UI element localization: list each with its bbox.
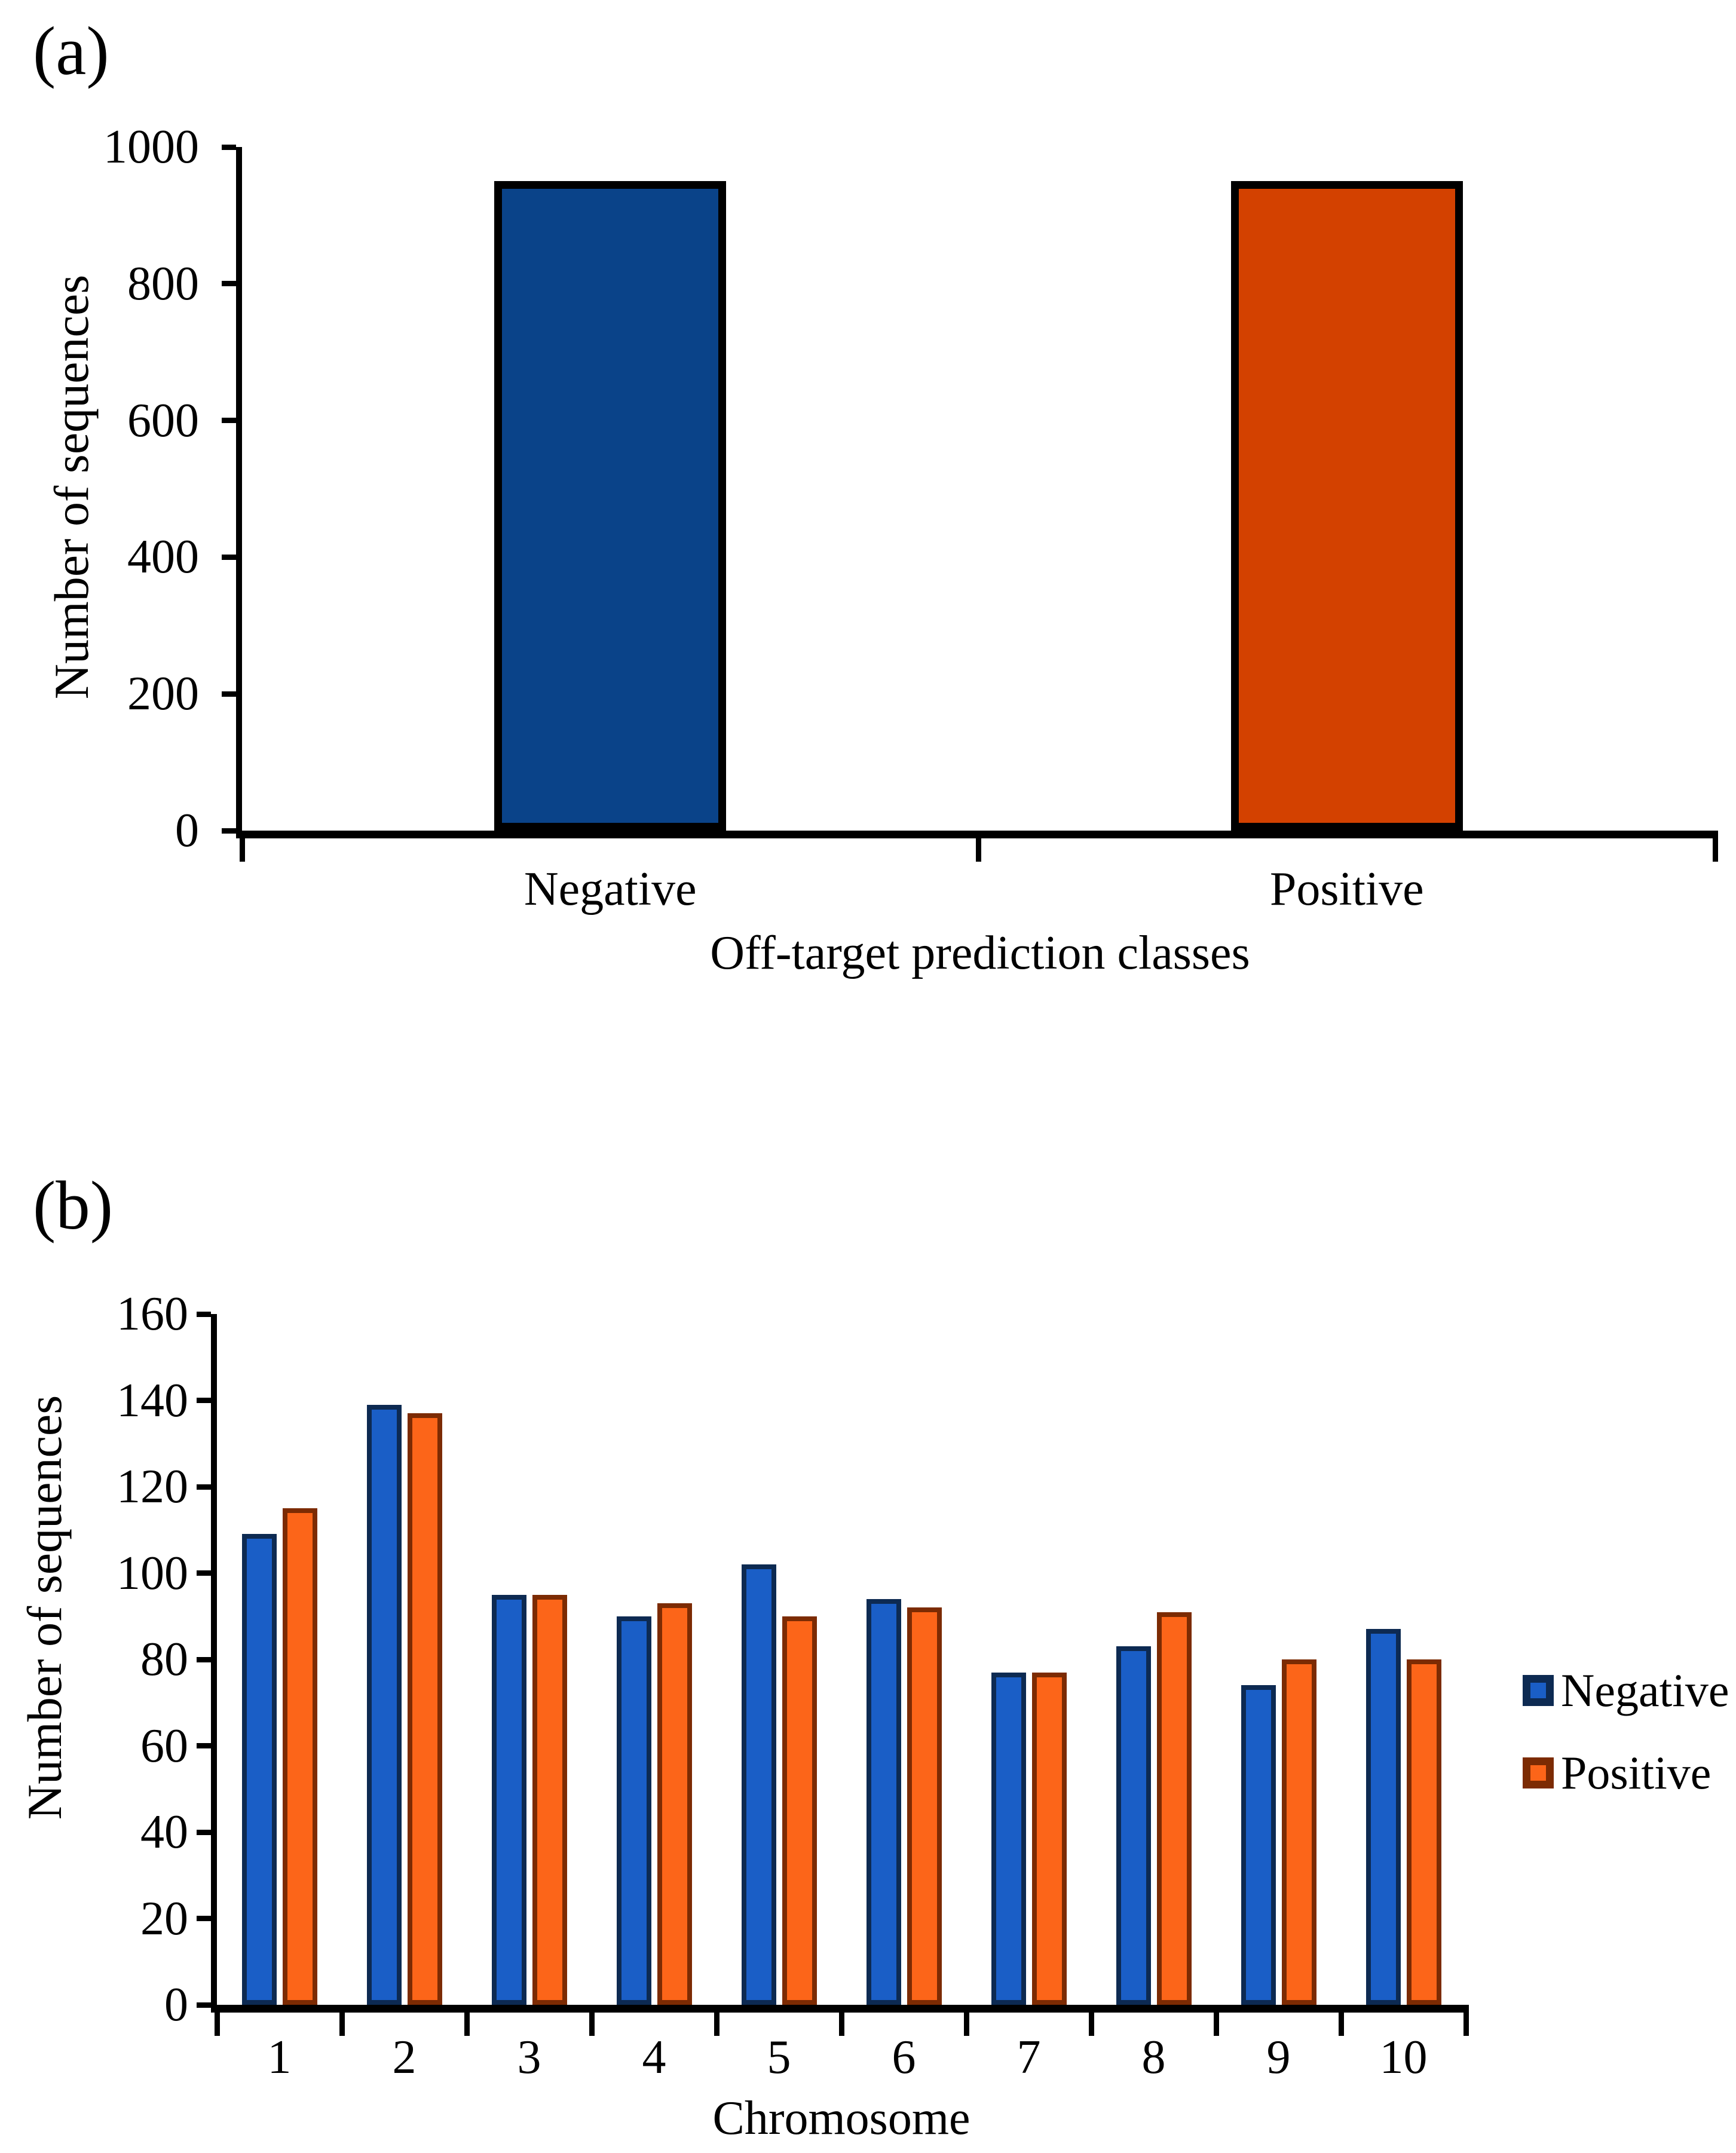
x-category-label-3: 3 bbox=[517, 2031, 541, 2084]
x-axis-boundary-tick-8 bbox=[1213, 2005, 1219, 2036]
x-axis-boundary-tick-0 bbox=[239, 831, 245, 862]
x-axis-boundary-tick-5 bbox=[838, 2005, 844, 2036]
x-category-label-1: 1 bbox=[267, 2031, 292, 2084]
y-axis-tick-600 bbox=[222, 418, 236, 424]
bar-cat-negative bbox=[494, 181, 727, 831]
y-axis-tick-label-100: 100 bbox=[117, 1546, 188, 1600]
x-category-label-positive: Positive bbox=[1269, 863, 1424, 915]
y-axis-tick-label-60: 60 bbox=[140, 1719, 188, 1772]
y-axis-tick-label-20: 20 bbox=[140, 1892, 188, 1945]
y-axis-tick-140 bbox=[197, 1398, 211, 1403]
y-axis-tick-label-400: 400 bbox=[127, 531, 199, 584]
bar-positive-cat-9 bbox=[1281, 1659, 1316, 2005]
bar-positive-cat-1 bbox=[282, 1508, 317, 2005]
panel-b-y-axis-title: Number of sequences bbox=[17, 1395, 72, 1820]
y-axis-tick-label-140: 140 bbox=[117, 1374, 188, 1427]
x-category-label-8: 8 bbox=[1141, 2031, 1166, 2084]
y-axis-tick-label-600: 600 bbox=[127, 394, 199, 447]
y-axis-tick-label-1000: 1000 bbox=[103, 121, 199, 173]
legend-item-negative: Negative bbox=[1523, 1667, 1729, 1714]
x-category-label-7: 7 bbox=[1017, 2031, 1041, 2084]
panel-a-plot-area: 0 200 400 600 800 1000 Negative Positive bbox=[103, 123, 1718, 913]
x-category-label-negative: Negative bbox=[523, 863, 697, 915]
x-category-label-9: 9 bbox=[1266, 2031, 1291, 2084]
legend-swatch-positive bbox=[1523, 1757, 1554, 1788]
y-axis-tick-label-0: 0 bbox=[175, 804, 199, 857]
x-axis-boundary-tick-1 bbox=[976, 831, 981, 862]
bar-negative-cat-6 bbox=[866, 1598, 901, 2005]
panel-a-label: (a) bbox=[33, 13, 109, 89]
x-axis-boundary-tick-3 bbox=[589, 2005, 595, 2036]
legend: Negative Positive bbox=[1523, 1667, 1729, 1840]
y-axis-tick-60 bbox=[197, 1743, 211, 1748]
bar-positive-cat-7 bbox=[1031, 1672, 1067, 2005]
x-category-label-2: 2 bbox=[392, 2031, 417, 2084]
bar-negative-cat-2 bbox=[366, 1404, 402, 2005]
y-axis-tick-80 bbox=[197, 1656, 211, 1662]
y-axis-tick-label-80: 80 bbox=[140, 1633, 188, 1686]
x-axis-boundary-tick-2 bbox=[464, 2005, 470, 2036]
y-axis-tick-160 bbox=[197, 1311, 211, 1317]
y-axis-tick-label-160: 160 bbox=[117, 1288, 188, 1340]
legend-swatch-negative bbox=[1523, 1675, 1554, 1706]
x-axis-boundary-tick-1 bbox=[339, 2005, 345, 2036]
x-category-label-5: 5 bbox=[767, 2031, 791, 2084]
y-axis-tick-label-40: 40 bbox=[140, 1806, 188, 1858]
x-category-label-4: 4 bbox=[642, 2031, 666, 2084]
x-axis-boundary-tick-7 bbox=[1088, 2005, 1094, 2036]
legend-label-positive: Positive bbox=[1561, 1747, 1711, 1799]
y-axis-tick-label-800: 800 bbox=[127, 257, 199, 310]
x-axis-boundary-tick-0 bbox=[214, 2005, 220, 2036]
y-axis-tick-40 bbox=[197, 1829, 211, 1835]
y-axis-tick-1000 bbox=[222, 144, 236, 150]
y-axis-tick-0 bbox=[197, 2002, 211, 2008]
x-category-label-6: 6 bbox=[892, 2031, 916, 2084]
y-axis-tick-label-120: 120 bbox=[117, 1460, 188, 1513]
y-axis-tick-120 bbox=[197, 1484, 211, 1490]
x-category-label-10: 10 bbox=[1379, 2031, 1428, 2084]
bar-negative-cat-4 bbox=[616, 1616, 651, 2005]
legend-item-positive: Positive bbox=[1523, 1750, 1729, 1796]
bar-positive-cat-10 bbox=[1406, 1659, 1441, 2005]
bar-negative-cat-3 bbox=[491, 1594, 526, 2005]
x-axis-boundary-tick-9 bbox=[1338, 2005, 1344, 2036]
y-axis-tick-0 bbox=[222, 828, 236, 834]
bar-positive-cat-2 bbox=[407, 1413, 442, 2005]
bar-positive-cat-3 bbox=[532, 1594, 567, 2005]
bar-negative-cat-5 bbox=[741, 1564, 776, 2005]
panel-b-plot-area: 0 20 40 60 80 100 120 140 160 1 2 3 4 5 6 7 8 9 10 bbox=[117, 1290, 1469, 2081]
panel-b-label: (b) bbox=[33, 1168, 114, 1244]
bar-negative-cat-10 bbox=[1365, 1629, 1401, 2005]
bar-positive-cat-5 bbox=[782, 1616, 817, 2005]
legend-label-negative: Negative bbox=[1561, 1664, 1729, 1716]
y-axis-tick-label-200: 200 bbox=[127, 667, 199, 721]
bar-negative-cat-9 bbox=[1241, 1685, 1276, 2005]
panel-a-y-axis-title: Number of sequences bbox=[44, 274, 99, 700]
x-axis-boundary-tick-10 bbox=[1463, 2005, 1469, 2036]
x-axis-boundary-tick-6 bbox=[963, 2005, 969, 2036]
bar-positive-cat-8 bbox=[1156, 1612, 1192, 2005]
y-axis-tick-20 bbox=[197, 1916, 211, 1921]
y-axis-tick-label-0: 0 bbox=[164, 1979, 188, 2031]
bar-cat-positive bbox=[1230, 181, 1463, 831]
bar-positive-cat-4 bbox=[657, 1603, 692, 2005]
panel-b-x-axis-title: Chromosome bbox=[712, 2092, 970, 2145]
panel-a-x-axis-title: Off-target prediction classes bbox=[710, 927, 1250, 979]
y-axis-tick-800 bbox=[222, 281, 236, 287]
y-axis-tick-200 bbox=[222, 691, 236, 697]
x-axis-boundary-tick-2 bbox=[1712, 831, 1718, 862]
y-axis-tick-400 bbox=[222, 554, 236, 560]
bar-positive-cat-6 bbox=[907, 1607, 942, 2005]
x-axis-boundary-tick-4 bbox=[714, 2005, 719, 2036]
bar-negative-cat-8 bbox=[1116, 1646, 1151, 2005]
bar-negative-cat-7 bbox=[991, 1672, 1026, 2005]
bar-negative-cat-1 bbox=[241, 1534, 277, 2005]
y-axis-tick-100 bbox=[197, 1570, 211, 1576]
